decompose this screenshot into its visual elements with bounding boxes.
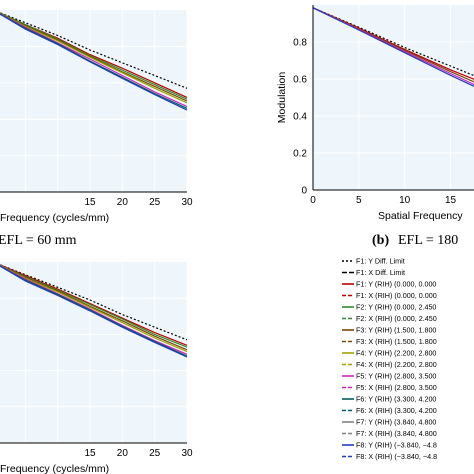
panel-c: 015202530Frequency (cycles/mm) [0, 262, 193, 474]
x-tick-label: 15 [445, 195, 457, 206]
x-tick-label: 30 [181, 448, 193, 459]
legend-label: F5: Y (RIH) (2.800, 3.500 [356, 372, 436, 381]
series-line-7 [0, 265, 188, 357]
y-tick-label: 0.2 [293, 149, 307, 160]
caption-panel-b: EFL = 180 [398, 233, 458, 248]
y-tick-label: 0.8 [293, 38, 307, 49]
y-tick-label: 0.4 [293, 112, 307, 123]
x-tick-label: 25 [149, 448, 161, 459]
x-tick-label: 10 [399, 195, 411, 206]
panel-b: 0 5 10 15 0 0.2 0.4 0.6 0.8 Spatial Frequency Modu… [276, 5, 474, 222]
x-tick-label: 25 [149, 197, 161, 208]
legend-label: F4: X (RIH) (2.200, 2.800 [356, 360, 437, 369]
series-line-1 [0, 264, 188, 341]
y-tick-label: 0 [301, 186, 307, 197]
legend-label: F1: X (RIH) (0.000, 0.000 [356, 291, 437, 300]
series-line-7 [0, 13, 188, 109]
legend-label: F1: X Diff. Limit [356, 268, 405, 277]
caption-panel-b-letter: (b) [372, 233, 389, 248]
legend-label: F2: X (RIH) (0.000, 2.450 [356, 314, 437, 323]
legend-label: F3: X (RIH) (1.500, 1.800 [356, 337, 437, 346]
x-tick-label: 0 [310, 195, 316, 206]
x-tick-label: 15 [84, 448, 96, 459]
series-line-4 [0, 12, 188, 102]
panel-a: 15 20 25 30 Frequency (cycles/mm) [0, 10, 193, 224]
legend: F1: Y Diff. Limit F1: X Diff. Limit F1: Y … [342, 257, 437, 461]
series-line-5 [0, 264, 188, 353]
x-tick-label: 5 [356, 195, 362, 206]
legend-label: F6: Y (RIH) (3.300, 4.200 [356, 395, 436, 404]
series-line-2 [0, 264, 188, 346]
legend-label: F3: Y (RIH) (1.500, 1.800 [356, 326, 436, 335]
legend-label: F4: Y (RIH) (2.200, 2.800 [356, 349, 436, 358]
y-axis-label: Modulation [276, 72, 288, 124]
legend-label: F8: X (RIH) (−3.840, −4.8 [356, 452, 437, 461]
x-axis-label: Frequency (cycles/mm) [0, 212, 109, 224]
y-tick-label: 0.6 [293, 75, 307, 86]
legend-label: F2: Y (RIH) (0.000, 2.450 [356, 303, 436, 312]
legend-label: F1: Y (RIH) (0.000, 0.000 [356, 280, 436, 289]
plot-area [0, 262, 187, 443]
series-line-6 [0, 265, 188, 355]
series-line-3 [0, 12, 188, 100]
plot-area [313, 5, 474, 190]
series-line-1 [0, 12, 188, 89]
legend-label: F7: Y (RIH) (3.840, 4.800 [356, 418, 436, 427]
x-tick-label: 15 [84, 197, 96, 208]
x-axis-label: Spatial Frequency [378, 210, 463, 222]
x-tick-label: 20 [117, 197, 129, 208]
legend-label: F6: X (RIH) (3.300, 4.200 [356, 406, 437, 415]
legend-label: F5: X (RIH) (2.800, 3.500 [356, 383, 437, 392]
series-line-5 [0, 12, 188, 104]
legend-label: F1: Y Diff. Limit [356, 257, 405, 266]
legend-label: F7: X (RIH) (3.840, 4.800 [356, 429, 437, 438]
series-line-8 [0, 13, 188, 111]
x-axis-label: Frequency (cycles/mm) [0, 463, 109, 474]
plot-area [0, 10, 187, 192]
series-line-6 [0, 13, 188, 108]
x-tick-label: 30 [181, 197, 193, 208]
series-line-5 [312, 7, 474, 87]
series-line-4 [0, 264, 188, 351]
series-line-3 [0, 264, 188, 348]
caption-panel-a: EFL = 60 mm [0, 233, 77, 248]
series-line-8 [0, 265, 188, 358]
x-tick-label: 20 [117, 448, 129, 459]
legend-label: F8: Y (RIH) (−3.840, −4.8 [356, 441, 437, 450]
